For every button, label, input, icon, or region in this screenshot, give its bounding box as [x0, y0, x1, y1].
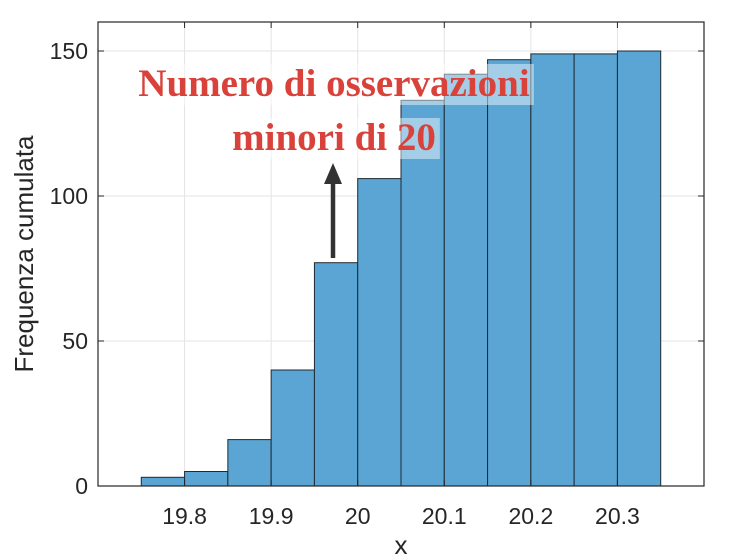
plot-area-frame: [97, 21, 705, 487]
annotation: Numero di osservazioni minori di 20: [134, 62, 534, 258]
histogram-bar: [357, 178, 402, 487]
annotation-text-background: [134, 64, 534, 105]
histogram-bar: [227, 439, 272, 487]
histogram-bar: [530, 53, 575, 487]
histogram-bar: [616, 50, 662, 487]
x-tick-label: 19.9: [249, 503, 294, 529]
x-tick-label: 20.1: [422, 503, 467, 529]
x-tick-label: 20.2: [508, 503, 553, 529]
histogram-bar: [487, 59, 532, 487]
x-tick-label: 20.3: [595, 503, 640, 529]
annotation-text-background: [228, 118, 440, 159]
annotation-text-line-2: minori di 20: [232, 116, 436, 159]
x-tick-label: 19.8: [162, 503, 207, 529]
y-tick-label: 150: [50, 38, 88, 64]
y-axis-label: Frequenza cumulata: [9, 135, 39, 373]
axis-ticks: [98, 22, 704, 487]
histogram-bar: [313, 262, 359, 487]
y-tick-labels: 0 50 100 150: [50, 38, 88, 499]
histogram-bar: [443, 73, 489, 487]
x-tick-labels: 19.8 19.9 20 20.1 20.2 20.3: [162, 503, 640, 529]
histogram-bar: [573, 53, 618, 487]
annotation-arrow-head: [324, 163, 342, 184]
x-axis-label: x: [395, 530, 408, 560]
histogram-bar: [184, 471, 229, 487]
y-tick-label: 50: [62, 328, 88, 354]
y-tick-label: 0: [75, 473, 88, 499]
histogram-bar: [140, 476, 186, 487]
y-tick-label: 100: [50, 183, 88, 209]
histogram-bars: [140, 50, 662, 487]
annotation-text-line-1: Numero di osservazioni: [138, 62, 530, 105]
histogram-bar: [270, 369, 315, 487]
x-tick-label: 20: [345, 503, 371, 529]
histogram-bar: [400, 99, 445, 487]
